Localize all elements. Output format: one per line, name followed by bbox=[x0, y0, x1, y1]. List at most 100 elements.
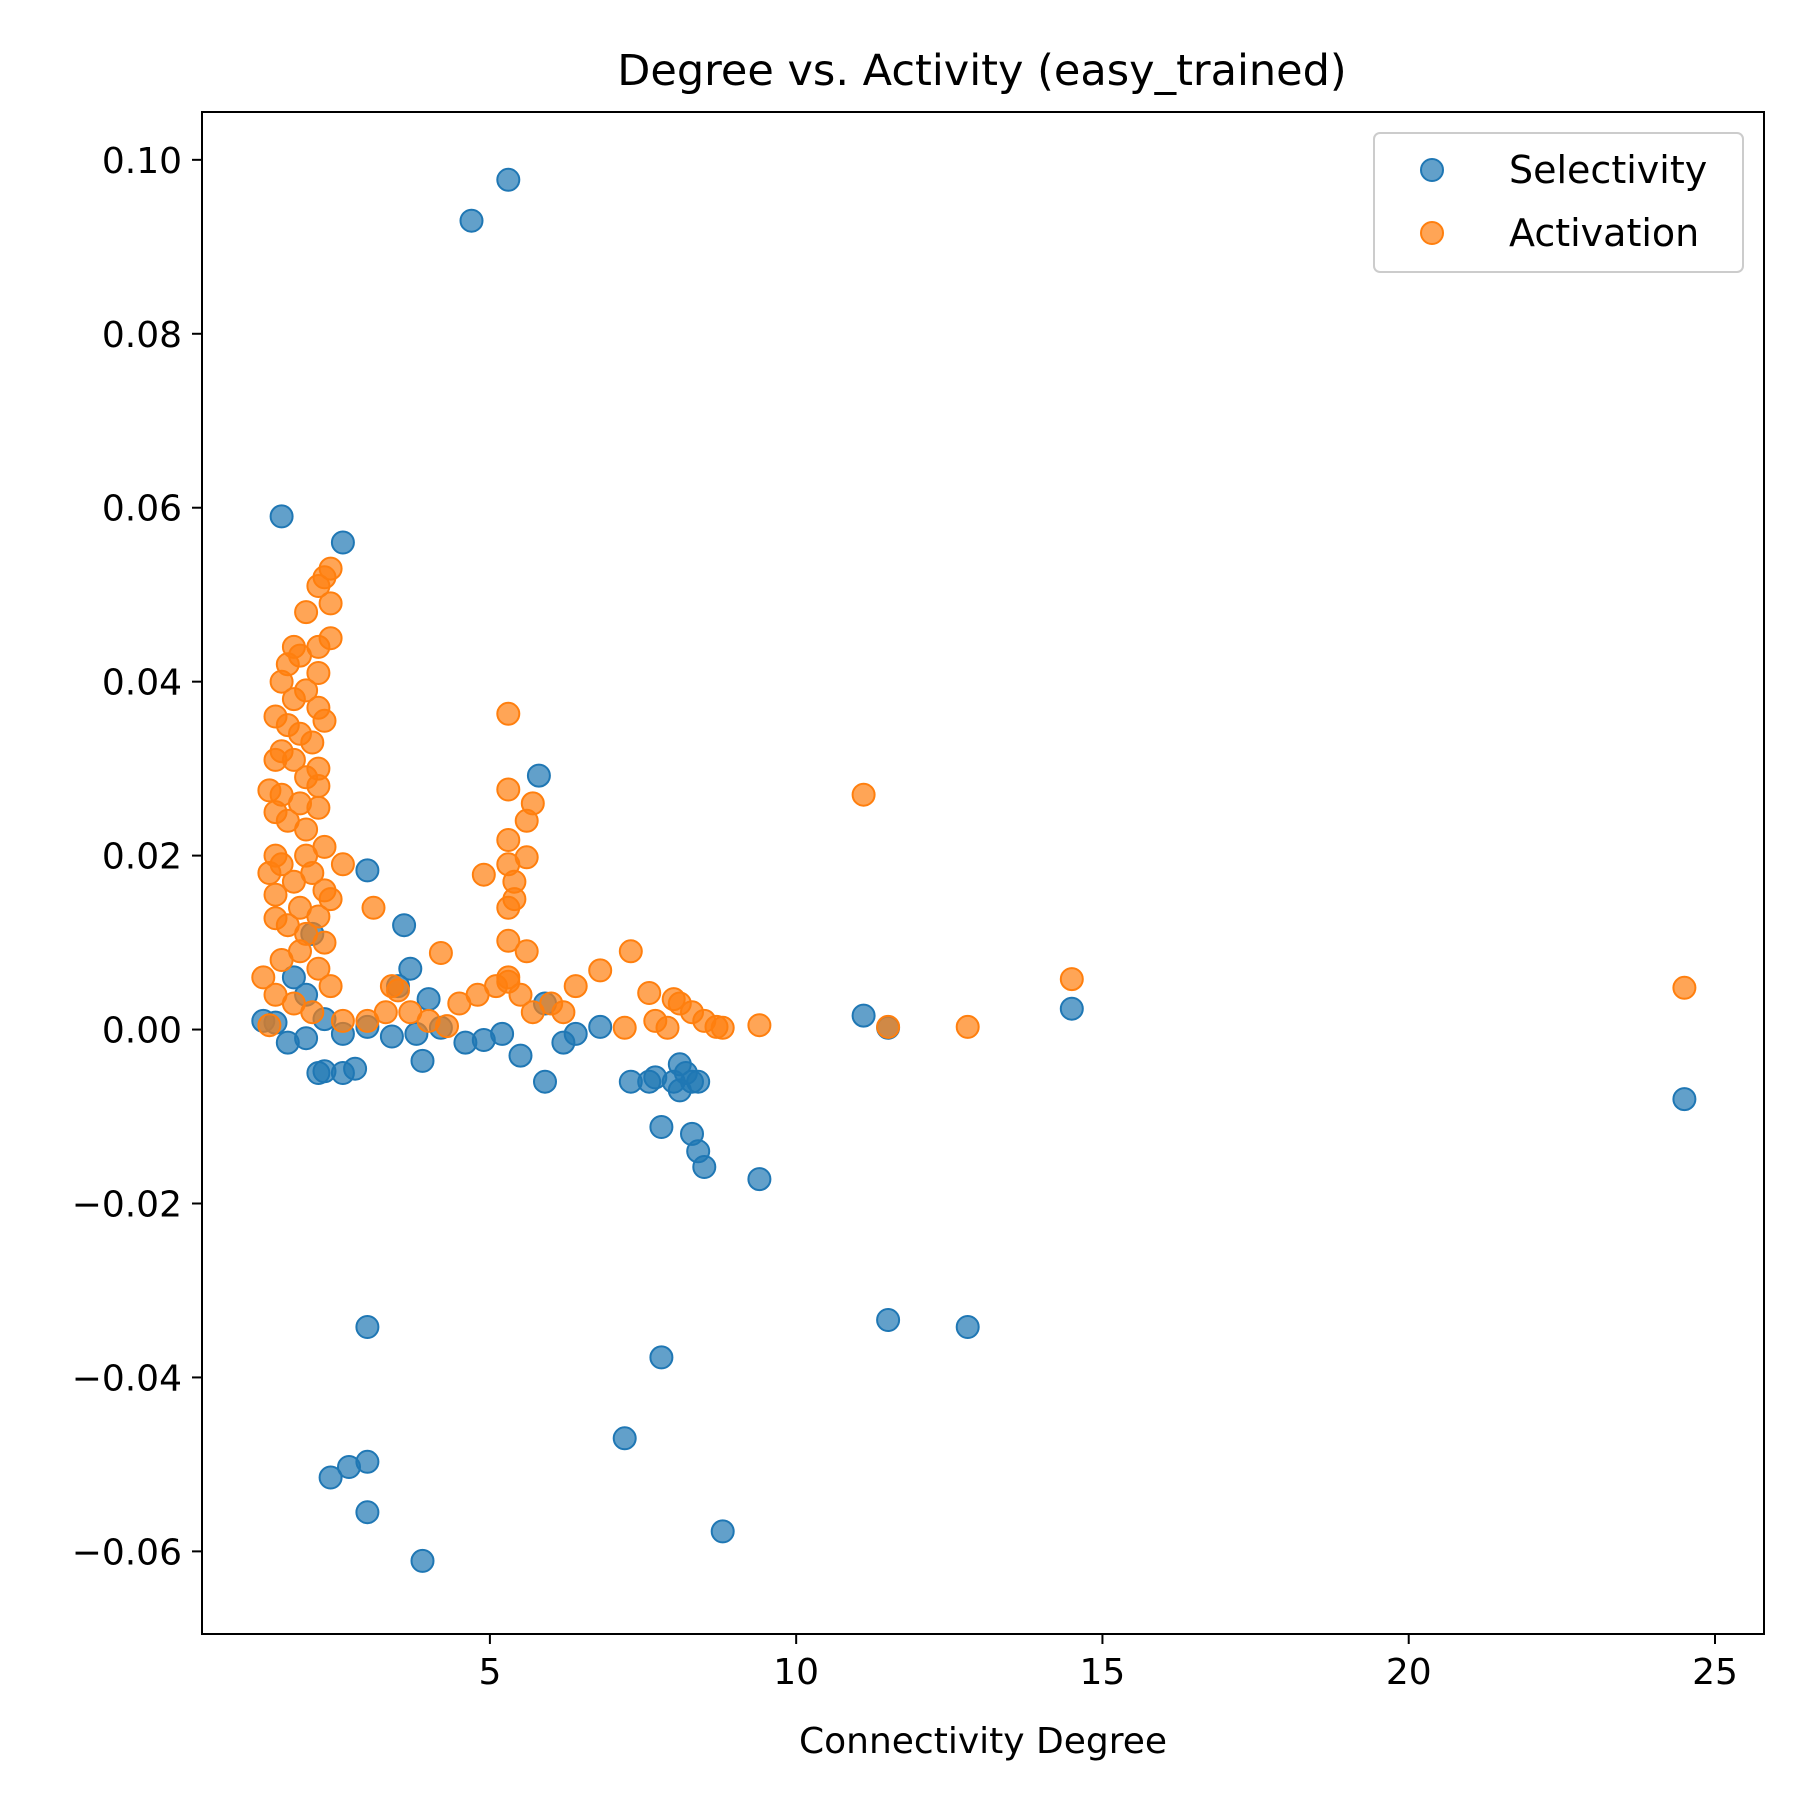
activation-point bbox=[269, 948, 294, 972]
selectivity-point bbox=[747, 1167, 772, 1192]
plot-frame bbox=[201, 111, 1765, 1635]
activation-point bbox=[496, 777, 521, 802]
selectivity-point bbox=[612, 1426, 637, 1451]
legend-label-selectivity: Selectivity bbox=[1509, 148, 1707, 192]
activation-point bbox=[330, 852, 355, 877]
selectivity-point bbox=[508, 1043, 533, 1068]
y-tick-label: −0.04 bbox=[72, 1358, 182, 1399]
selectivity-point bbox=[692, 1155, 717, 1179]
selectivity-point bbox=[379, 1024, 404, 1049]
activation-point bbox=[618, 939, 643, 964]
selectivity-point bbox=[563, 1021, 588, 1046]
selectivity-point bbox=[355, 858, 380, 883]
activation-point bbox=[306, 904, 331, 929]
activation-point bbox=[955, 1014, 980, 1039]
points-layer bbox=[251, 167, 1697, 1573]
activation-point bbox=[612, 1015, 637, 1040]
selectivity-point bbox=[269, 504, 294, 529]
y-tick-label: 0.02 bbox=[102, 837, 182, 878]
legend-label-activation: Activation bbox=[1509, 211, 1699, 255]
selectivity-point bbox=[649, 1115, 674, 1139]
activation-point bbox=[1672, 975, 1697, 1000]
legend: Selectivity Activation bbox=[1373, 132, 1744, 273]
activation-point bbox=[251, 965, 276, 990]
selectivity-point bbox=[686, 1069, 711, 1094]
activation-point bbox=[300, 730, 325, 755]
activation-point bbox=[379, 974, 404, 999]
activation-point bbox=[508, 982, 533, 1007]
activation-point bbox=[257, 861, 282, 885]
activation-point bbox=[330, 1008, 355, 1033]
activation-point bbox=[747, 1013, 772, 1038]
selectivity-point bbox=[398, 956, 423, 981]
activation-point bbox=[306, 795, 331, 820]
activation-point bbox=[306, 956, 331, 981]
selectivity-point bbox=[318, 1465, 343, 1490]
activation-point bbox=[263, 882, 288, 907]
activation-point bbox=[428, 941, 453, 965]
selectivity-point bbox=[355, 1449, 380, 1474]
x-tick-label: 20 bbox=[1386, 1652, 1432, 1693]
activation-point bbox=[435, 1014, 459, 1039]
activation-point bbox=[551, 1000, 576, 1025]
selectivity-point bbox=[1672, 1087, 1697, 1112]
activation-point bbox=[318, 887, 343, 912]
legend-marker-activation bbox=[1420, 221, 1444, 245]
selectivity-point bbox=[410, 1548, 435, 1573]
activation-point bbox=[514, 808, 539, 833]
axes-layer: 5 10 15 20 25 −0.06 −0.04 −0.02 0.00 0.02 0.04 0.06… bbox=[72, 141, 1738, 1693]
activation-point bbox=[496, 895, 521, 920]
x-tick-label: 10 bbox=[773, 1652, 819, 1693]
y-tick-label: −0.06 bbox=[72, 1532, 182, 1573]
selectivity-point bbox=[459, 208, 484, 233]
activation-point bbox=[318, 974, 343, 999]
selectivity-point bbox=[496, 167, 521, 192]
y-tick-label: 0.08 bbox=[102, 315, 182, 356]
selectivity-point bbox=[343, 1056, 368, 1081]
selectivity-point bbox=[649, 1345, 674, 1370]
selectivity-point bbox=[588, 1014, 613, 1039]
activation-point bbox=[294, 600, 319, 625]
y-tick-label: 0.04 bbox=[102, 663, 182, 704]
selectivity-point bbox=[490, 1021, 515, 1046]
x-tick-label: 15 bbox=[1080, 1652, 1126, 1693]
activation-point bbox=[263, 747, 288, 772]
selectivity-point bbox=[526, 763, 551, 788]
activation-point bbox=[269, 669, 294, 694]
legend-marker-selectivity bbox=[1420, 158, 1444, 182]
y-tick-label: 0.00 bbox=[102, 1011, 182, 1052]
activation-point bbox=[1059, 967, 1084, 992]
activation-point bbox=[514, 939, 539, 964]
activation-point bbox=[361, 895, 386, 920]
activation-point bbox=[588, 958, 613, 983]
y-tick-label: 0.10 bbox=[102, 141, 182, 182]
activation-point bbox=[563, 974, 588, 999]
selectivity-point bbox=[330, 530, 355, 555]
y-tick-label: −0.02 bbox=[72, 1184, 182, 1225]
activation-point bbox=[300, 1000, 325, 1025]
selectivity-point bbox=[851, 1003, 876, 1028]
selectivity-point bbox=[294, 1026, 319, 1051]
activation-point bbox=[851, 782, 876, 807]
x-tick-label: 25 bbox=[1692, 1652, 1738, 1693]
activation-point bbox=[294, 817, 319, 842]
activation-point bbox=[306, 774, 331, 798]
activation-point bbox=[373, 1000, 398, 1025]
selectivity-point bbox=[392, 913, 417, 938]
activation-point bbox=[496, 828, 521, 852]
activation-point bbox=[281, 687, 306, 712]
activation-point bbox=[496, 928, 521, 953]
y-tick-label: 0.06 bbox=[102, 489, 182, 530]
selectivity-point bbox=[1059, 996, 1084, 1021]
selectivity-point bbox=[955, 1315, 980, 1339]
selectivity-point bbox=[710, 1519, 735, 1544]
selectivity-point bbox=[410, 1048, 435, 1073]
activation-point bbox=[655, 1015, 680, 1040]
activation-point bbox=[318, 591, 343, 616]
selectivity-point bbox=[281, 965, 306, 990]
activation-point bbox=[876, 1014, 901, 1039]
activation-point bbox=[281, 869, 306, 894]
series-selectivity bbox=[251, 167, 1697, 1573]
activation-point bbox=[306, 574, 331, 598]
